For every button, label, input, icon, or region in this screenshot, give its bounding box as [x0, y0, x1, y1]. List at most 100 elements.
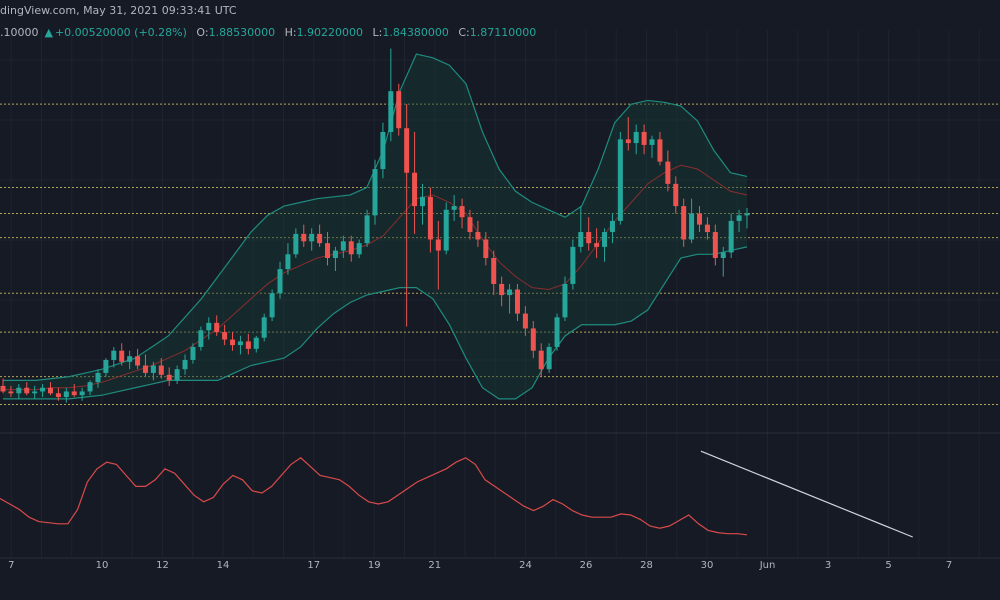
x-tick-label: 12	[156, 560, 169, 571]
x-tick-label: 5	[885, 560, 891, 571]
candle-body	[736, 215, 742, 221]
close-value: 1.87110000	[469, 26, 537, 39]
candle-body	[467, 217, 473, 233]
candle-body	[103, 359, 109, 373]
candle-body	[451, 206, 457, 210]
candle-body	[720, 252, 726, 258]
high-value: 1.90220000	[296, 26, 364, 39]
candle-body	[206, 322, 212, 331]
high-key: H:	[284, 26, 297, 39]
x-tick-label: 7	[946, 560, 952, 571]
x-tick-label: 19	[368, 560, 381, 571]
candle-body	[443, 209, 449, 251]
candle-body	[554, 317, 560, 347]
x-tick-label: 17	[307, 560, 320, 571]
candle-body	[649, 139, 655, 145]
candle-body	[396, 91, 402, 129]
candle-body	[475, 232, 481, 240]
horizontal-levels	[0, 103, 1000, 405]
x-tick-label: 30	[701, 560, 714, 571]
candle-body	[24, 387, 30, 394]
candle-body	[71, 391, 77, 396]
candle-body	[594, 243, 600, 247]
x-tick-label: Jun	[759, 560, 776, 571]
candle-body	[491, 258, 497, 284]
candle-body	[522, 313, 528, 329]
bollinger-bands	[3, 53, 748, 400]
candle-body	[364, 215, 370, 244]
x-tick-label: 14	[217, 560, 230, 571]
open-value: 1.88530000	[208, 26, 276, 39]
x-tick-label: 21	[428, 560, 441, 571]
bollinger-lower	[3, 246, 748, 400]
x-tick-label: 3	[825, 560, 831, 571]
candle-body	[301, 233, 307, 242]
candle-body	[317, 233, 323, 244]
candle-body	[681, 206, 687, 240]
candle-body	[404, 128, 410, 173]
x-axis[interactable]: 7 10 12 14 17 19 21 24 26 28 30 Jun 3 5 7	[8, 560, 952, 571]
candle-body	[427, 196, 433, 240]
open-key: O:	[196, 26, 209, 39]
candle-body	[609, 220, 615, 233]
candle-body	[63, 391, 69, 398]
candle-body	[261, 317, 267, 338]
candle-body	[111, 350, 117, 360]
candle-body	[214, 322, 220, 333]
candle-body	[79, 391, 85, 396]
header-first-value: .10000	[0, 26, 39, 39]
candlesticks[interactable]	[0, 48, 750, 403]
candle-body	[586, 232, 592, 244]
candle-body	[419, 196, 425, 207]
candle-body	[507, 289, 513, 296]
candle-body	[16, 387, 22, 394]
candle-body	[309, 233, 315, 242]
candle-body	[483, 239, 489, 258]
candle-body	[514, 289, 520, 314]
x-tick-label: 24	[519, 560, 532, 571]
candle-body	[578, 232, 584, 247]
candle-body	[570, 246, 576, 284]
candle-body	[135, 356, 141, 366]
candle-body	[697, 213, 703, 225]
candle-body	[704, 224, 710, 233]
candle-body	[190, 346, 196, 360]
candle-body	[530, 328, 536, 351]
candle-body	[0, 385, 6, 392]
header-source: dingView.com, May 31, 2021 09:33:41 UTC	[0, 4, 237, 17]
candle-body	[277, 269, 283, 294]
candle-body	[87, 382, 93, 392]
candle-body	[617, 139, 623, 221]
oscillator-pane	[0, 450, 913, 538]
candle-body	[728, 220, 734, 253]
header-change: +0.00520000 (+0.28%)	[54, 26, 187, 39]
candle-body	[546, 346, 552, 370]
candle-body	[562, 283, 568, 318]
x-tick-label: 26	[580, 560, 593, 571]
candle-body	[285, 254, 291, 270]
candle-body	[380, 131, 386, 170]
candle-body	[602, 232, 608, 247]
band-fill	[3, 54, 747, 399]
candle-body	[8, 391, 14, 394]
candle-body	[55, 393, 61, 398]
candle-body	[293, 233, 299, 255]
x-tick-label: 10	[96, 560, 109, 571]
up-triangle-icon: ▲	[44, 26, 53, 39]
candle-body	[142, 365, 148, 373]
x-tick-label: 7	[8, 560, 14, 571]
candle-body	[166, 374, 172, 381]
candle-body	[269, 293, 275, 318]
candle-body	[198, 330, 204, 347]
candle-body	[127, 356, 133, 362]
candle-body	[40, 387, 46, 392]
candle-body	[657, 139, 663, 162]
candle-body	[32, 391, 38, 394]
candle-body	[538, 350, 544, 370]
x-tick-label: 28	[640, 560, 653, 571]
candle-body	[174, 369, 180, 381]
candle-body	[237, 341, 243, 346]
candle-body	[744, 213, 750, 216]
candle-body	[689, 213, 695, 240]
